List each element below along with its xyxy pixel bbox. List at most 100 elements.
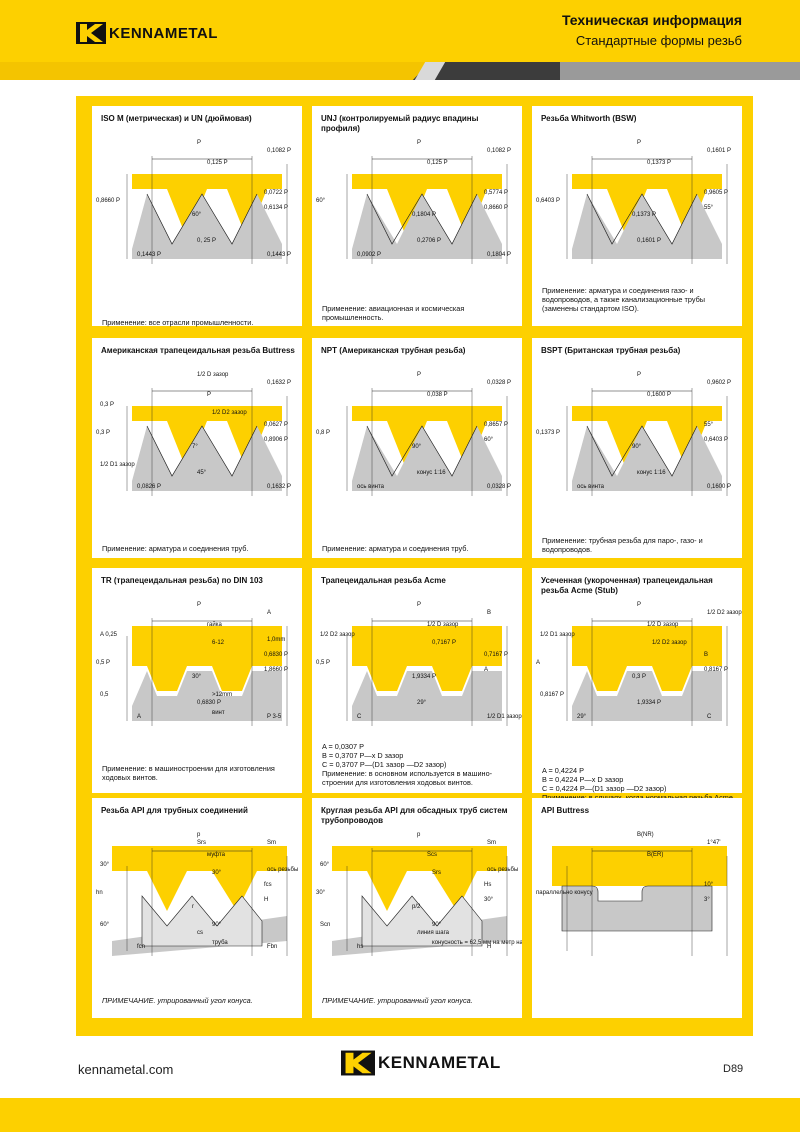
card-title: ISO M (метрическая) и UN (дюймовая) xyxy=(101,114,252,123)
dimension-label: 1/2 D зазор xyxy=(427,622,459,628)
decorative-stripe xyxy=(0,62,800,80)
dimension-label: 60° xyxy=(316,198,326,204)
thread-profile-diagram: P 1/2 D зазор 1/2 D2 зазор B 0,8167 P A 0,3 P 1… xyxy=(536,602,742,726)
thread-profile-diagram: p муфта Sm fcs Hhn r cs fcn Fbn 30° 30° 60° 90° ось р… xyxy=(96,832,298,956)
thread-card: BSPT (Британская трубная резьба) P 0,1600 … xyxy=(532,338,742,558)
dimension-label: 1/2 D1 зазор xyxy=(487,714,522,720)
dimension-label: H xyxy=(487,944,491,950)
thread-profile-diagram: P 0,038 P 0,0328 P 0,8657 P 60° 0,8 P 90° конус… xyxy=(316,372,511,496)
dimension-label: 0,1443 P xyxy=(267,252,291,258)
dimension-label: Hs xyxy=(484,882,491,888)
dimension-label: 60° xyxy=(100,922,110,928)
dimension-label: 90° xyxy=(212,922,222,928)
brand-name: KENNAMETAL xyxy=(109,24,218,42)
dimension-label: 1/2 D зазор xyxy=(647,622,679,628)
page-title: Техническая информация xyxy=(561,12,742,28)
kennametal-k-icon xyxy=(341,1050,375,1076)
card-title: UNJ (контролируемый радиус впадины профи… xyxy=(321,114,479,133)
dimension-label: P xyxy=(207,392,211,398)
dimension-label: 29° xyxy=(577,714,587,720)
dimension-label: 0,1804 P xyxy=(487,252,511,258)
card-note: Применение: в машиностроении для изготов… xyxy=(102,764,275,782)
dimension-label: 0,5 xyxy=(100,692,109,698)
dimension-label: 1/2 D2 зазор xyxy=(212,410,247,416)
dimension-label: 0,3 P xyxy=(632,674,646,680)
dimension-label: 0,125 P xyxy=(207,160,228,166)
dimension-label: 90° xyxy=(632,444,642,450)
thread-card: Трапецеидальная резьба Acme P 1/2 D зазор B… xyxy=(312,568,522,793)
dimension-label: 60° xyxy=(484,437,494,443)
dimension-label: труба xyxy=(212,940,228,946)
thread-profile-diagram: P 1/2 D зазор B 0,7167 P A 0,5 P 1,9334 P 29° C 1… xyxy=(316,602,522,726)
dimension-label: P xyxy=(197,140,201,146)
dimension-label: 0,5 P xyxy=(96,660,110,666)
dimension-label: конус 1:16 xyxy=(637,470,666,476)
dimension-label: параллельно конусу xyxy=(536,890,593,896)
thread-profile-diagram: p Scs Sm Hs 30° 30° p/2 линия шага hs H 60° Srs Scn 9… xyxy=(316,832,522,956)
thread-card: Усеченная (укороченная) трапецеидальная … xyxy=(532,568,742,811)
dimension-label: гайка xyxy=(207,621,223,628)
card-title: Усеченная (укороченная) трапецеидальная … xyxy=(541,576,713,595)
dimension-label: 30° xyxy=(484,897,494,903)
dimension-label: >12mm xyxy=(212,692,232,698)
dimension-label: 0,0902 P xyxy=(357,252,381,258)
dimension-label: Srs xyxy=(432,870,441,876)
thread-profile-diagram: P 0,1373 P 0,1601 P 0,9605 P 55° 0,6403 P 0,13… xyxy=(536,140,731,264)
dimension-label: 0,0627 P xyxy=(264,422,288,428)
dimension-label: 0,5774 P xyxy=(484,190,508,196)
dimension-label: p/2 xyxy=(412,904,421,910)
dimension-label: 1/2 D2 зазор xyxy=(707,610,742,616)
thread-card: API Buttress B(NR) B(ER) 1°47' 10° 3° параллел… xyxy=(532,798,742,1018)
dimension-label: 0, 25 P xyxy=(197,238,216,244)
dimension-label: 0,7167 P xyxy=(484,652,508,658)
dimension-label: A 0,25 xyxy=(100,632,118,638)
dimension-label: Scs xyxy=(427,852,437,858)
dimension-label: 3° xyxy=(704,897,710,903)
dimension-label: 0,0328 P xyxy=(487,380,511,386)
dimension-label: ось резьбы xyxy=(267,867,298,873)
dimension-label: 1/2 D2 зазор xyxy=(652,640,687,646)
dimension-label: 0,6403 P xyxy=(536,198,560,204)
card-note: Применение: трубная резьба для паро-, га… xyxy=(542,536,703,554)
dimension-label: 1/2 D2 зазор xyxy=(320,632,355,638)
dimension-label: 0,1632 P xyxy=(267,484,291,490)
card-note: ПРИМЕЧАНИЕ. утрированный угол конуса. xyxy=(102,996,253,1005)
card-title: Резьба Whitworth (BSW) xyxy=(541,114,637,123)
dimension-label: 0,1373 P xyxy=(647,160,671,166)
dimension-label: 1/2 D1 зазор xyxy=(100,462,135,468)
card-title: API Buttress xyxy=(541,806,590,815)
thread-card: Резьба API для трубных соединений p муфта S… xyxy=(92,798,302,1018)
dimension-label: 0,3 P xyxy=(100,402,114,408)
footer-url[interactable]: kennametal.com xyxy=(78,1062,174,1077)
thread-profile-diagram: B(NR) B(ER) 1°47' 10° 3° параллельно конусу xyxy=(536,832,728,956)
thread-profile-diagram: 1/2 D зазор P 0,1632 P 0,0627 P 0,8906 P 0,3 … xyxy=(96,372,291,496)
dimension-label: A xyxy=(536,660,540,666)
dimension-label: 0,6134 P xyxy=(264,205,288,211)
dimension-label: 0,038 P xyxy=(427,392,448,398)
dimension-label: 0,1082 P xyxy=(487,148,511,154)
thread-card: NPT (Американская трубная резьба) P 0,038 … xyxy=(312,338,522,558)
dimension-label: конусность = 62,5 мм на метр на диаметр xyxy=(432,940,522,946)
dimension-label: A xyxy=(484,667,488,673)
dimension-label: 10° xyxy=(704,882,714,888)
page-number: D89 xyxy=(723,1063,744,1075)
dimension-label: 1°47' xyxy=(707,840,721,846)
dimension-label: A xyxy=(137,714,141,720)
dimension-label: 0,9605 P xyxy=(704,190,728,196)
dimension-label: P xyxy=(197,602,201,608)
thread-card: Резьба Whitworth (BSW) P 0,1373 P 0,1601 P 0… xyxy=(532,106,742,326)
dimension-label: 30° xyxy=(100,862,110,868)
card-title: TR (трапецеидальная резьба) по DIN 103 xyxy=(101,576,263,585)
card-note: Применение: арматура и соединения труб. xyxy=(102,544,249,553)
dimension-label: 0,1601 P xyxy=(637,238,661,244)
thread-profile-diagram: P 0,125 P 0,1082 P 0,5774 P 0,8660 P 60° 0,180… xyxy=(316,140,511,264)
dimension-label: 0,1601 P xyxy=(707,148,731,154)
thread-card: ISO M (метрическая) и UN (дюймовая) P 0,12… xyxy=(92,106,302,327)
dimension-label: 45° xyxy=(197,470,207,476)
dimension-label: Scn xyxy=(320,922,330,928)
card-note: Применение: авиационная и космическая пр… xyxy=(322,304,465,322)
dimension-label: 0,5 P xyxy=(316,660,330,666)
dimension-label: 90° xyxy=(412,444,422,450)
dimension-label: P xyxy=(637,602,641,608)
dimension-label: Srs xyxy=(197,840,206,846)
